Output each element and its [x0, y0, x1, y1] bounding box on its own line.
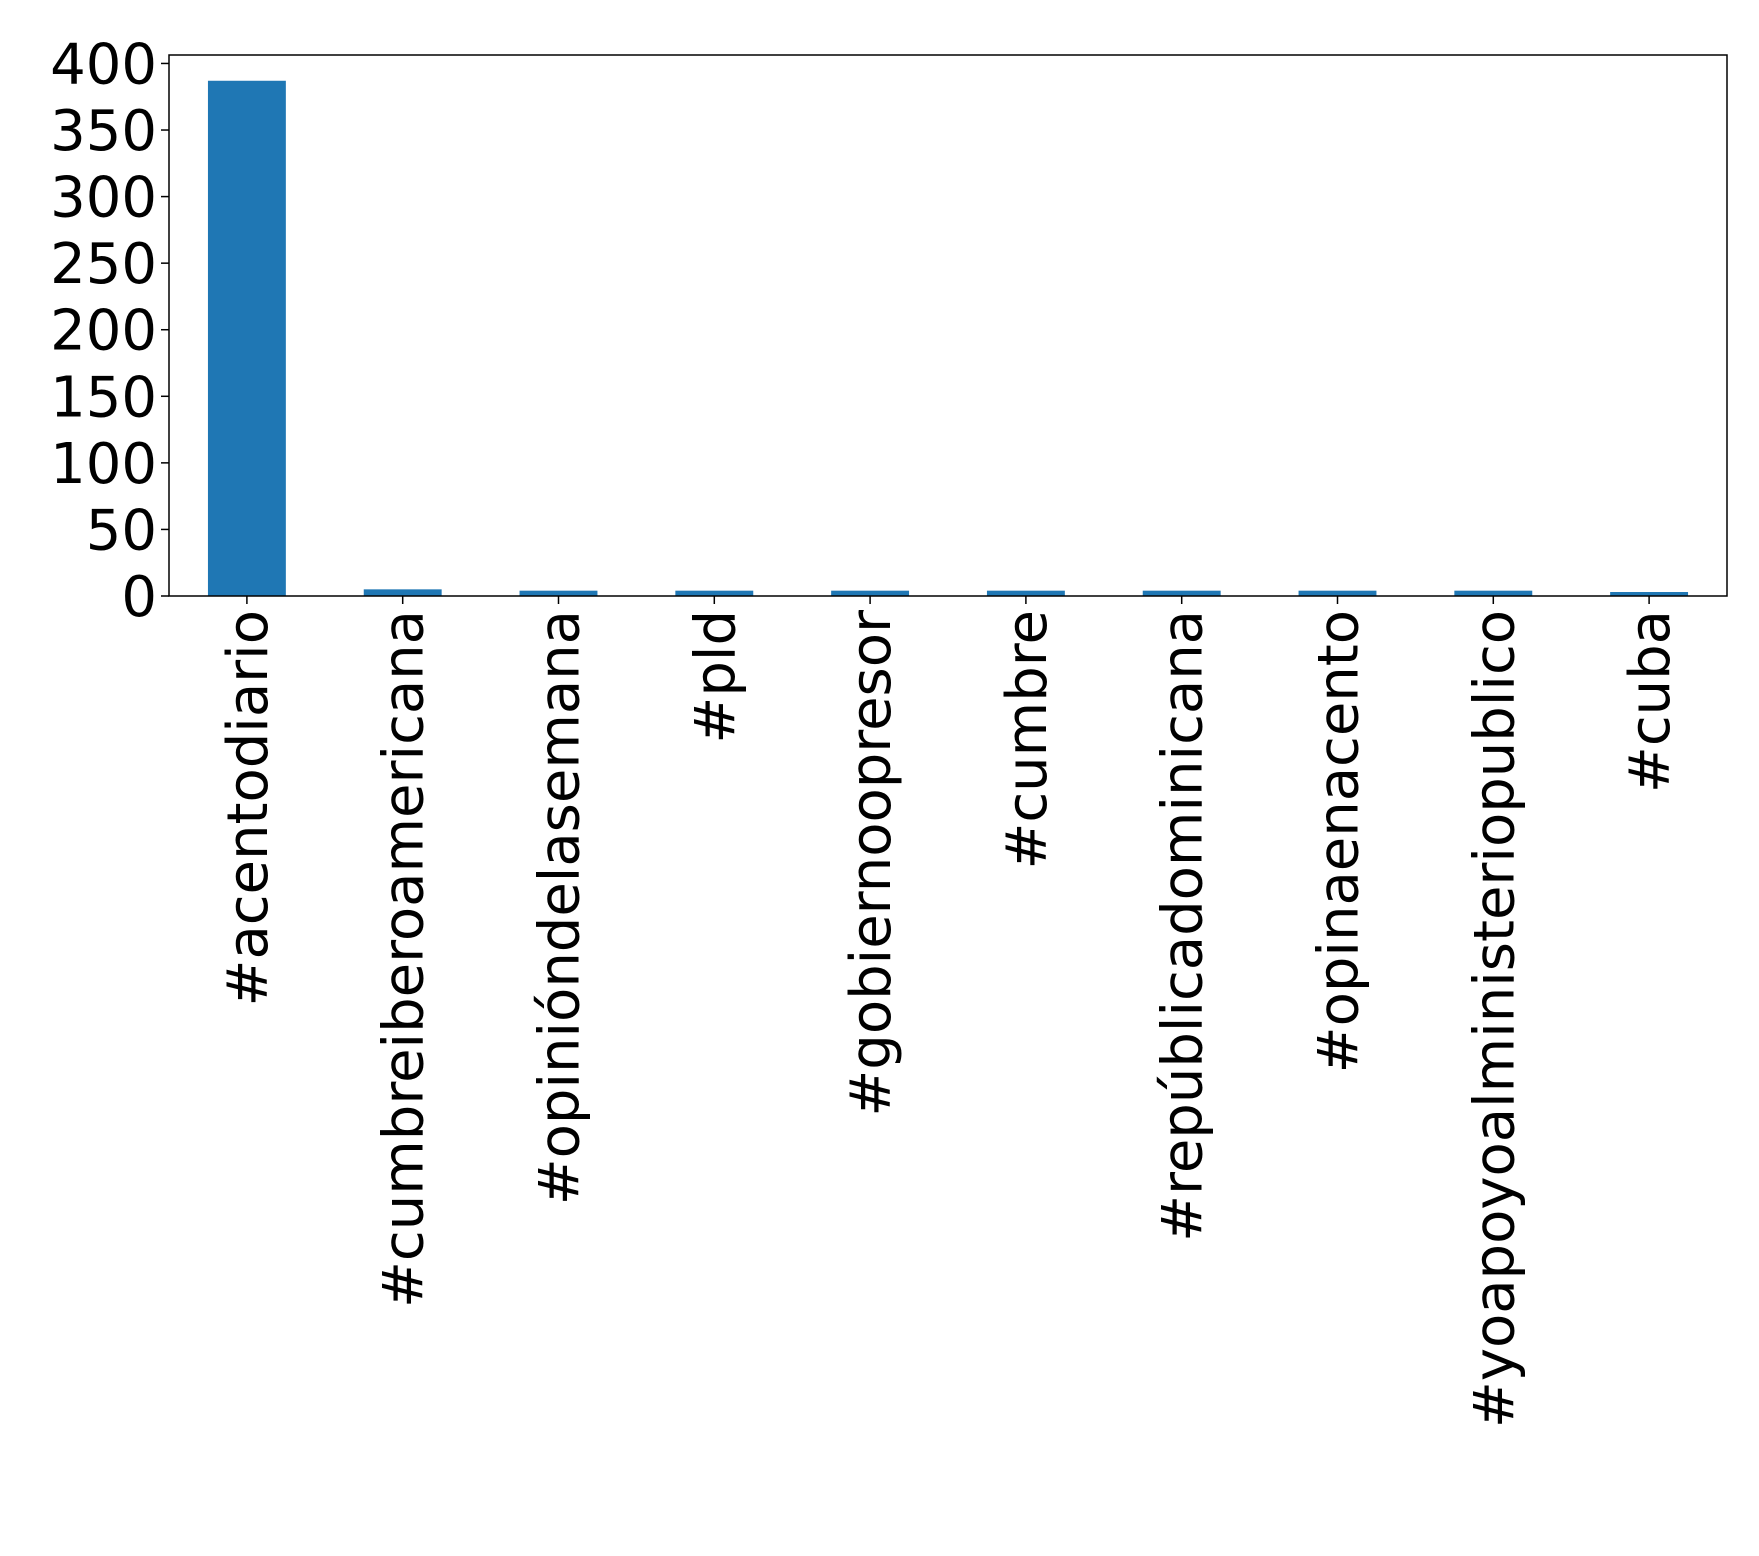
- x-tick-label: #gobiernoopresor: [839, 609, 904, 1117]
- bar: [207, 80, 286, 596]
- y-tick-label: 150: [50, 365, 157, 430]
- y-tick-label: 350: [50, 99, 157, 164]
- x-tick-label: #opinióndelasemana: [528, 610, 593, 1205]
- bar: [1142, 590, 1221, 596]
- y-tick-label: 0: [121, 565, 157, 630]
- x-tick-label: #repúblicadominicana: [1151, 610, 1216, 1242]
- x-tick-label: #acentodiario: [216, 610, 281, 1006]
- x-tick-label: #cumbre: [995, 610, 1060, 870]
- x-tick-label: #pld: [683, 610, 748, 744]
- x-tick-label: #cuba: [1618, 610, 1683, 793]
- plot-frame: [168, 54, 1728, 597]
- y-tick-label: 100: [50, 432, 157, 497]
- bar: [1298, 590, 1377, 596]
- bar: [1610, 592, 1689, 596]
- y-tick-label: 300: [50, 166, 157, 231]
- y-tick-label: 200: [50, 299, 157, 364]
- y-tick-label: 400: [50, 32, 157, 97]
- bar: [1454, 590, 1533, 596]
- x-tick-label: #yoapoyoalministeriopublico: [1462, 610, 1527, 1428]
- bar: [831, 590, 910, 596]
- bar: [675, 590, 754, 596]
- y-tick-label: 50: [86, 498, 157, 563]
- bar: [363, 589, 442, 596]
- x-tick-label: #cumbreiberoamericana: [372, 610, 437, 1308]
- bar: [986, 590, 1065, 596]
- x-tick-label: #opinaenacento: [1307, 610, 1372, 1073]
- bar: [519, 590, 598, 596]
- y-tick-label: 250: [50, 232, 157, 297]
